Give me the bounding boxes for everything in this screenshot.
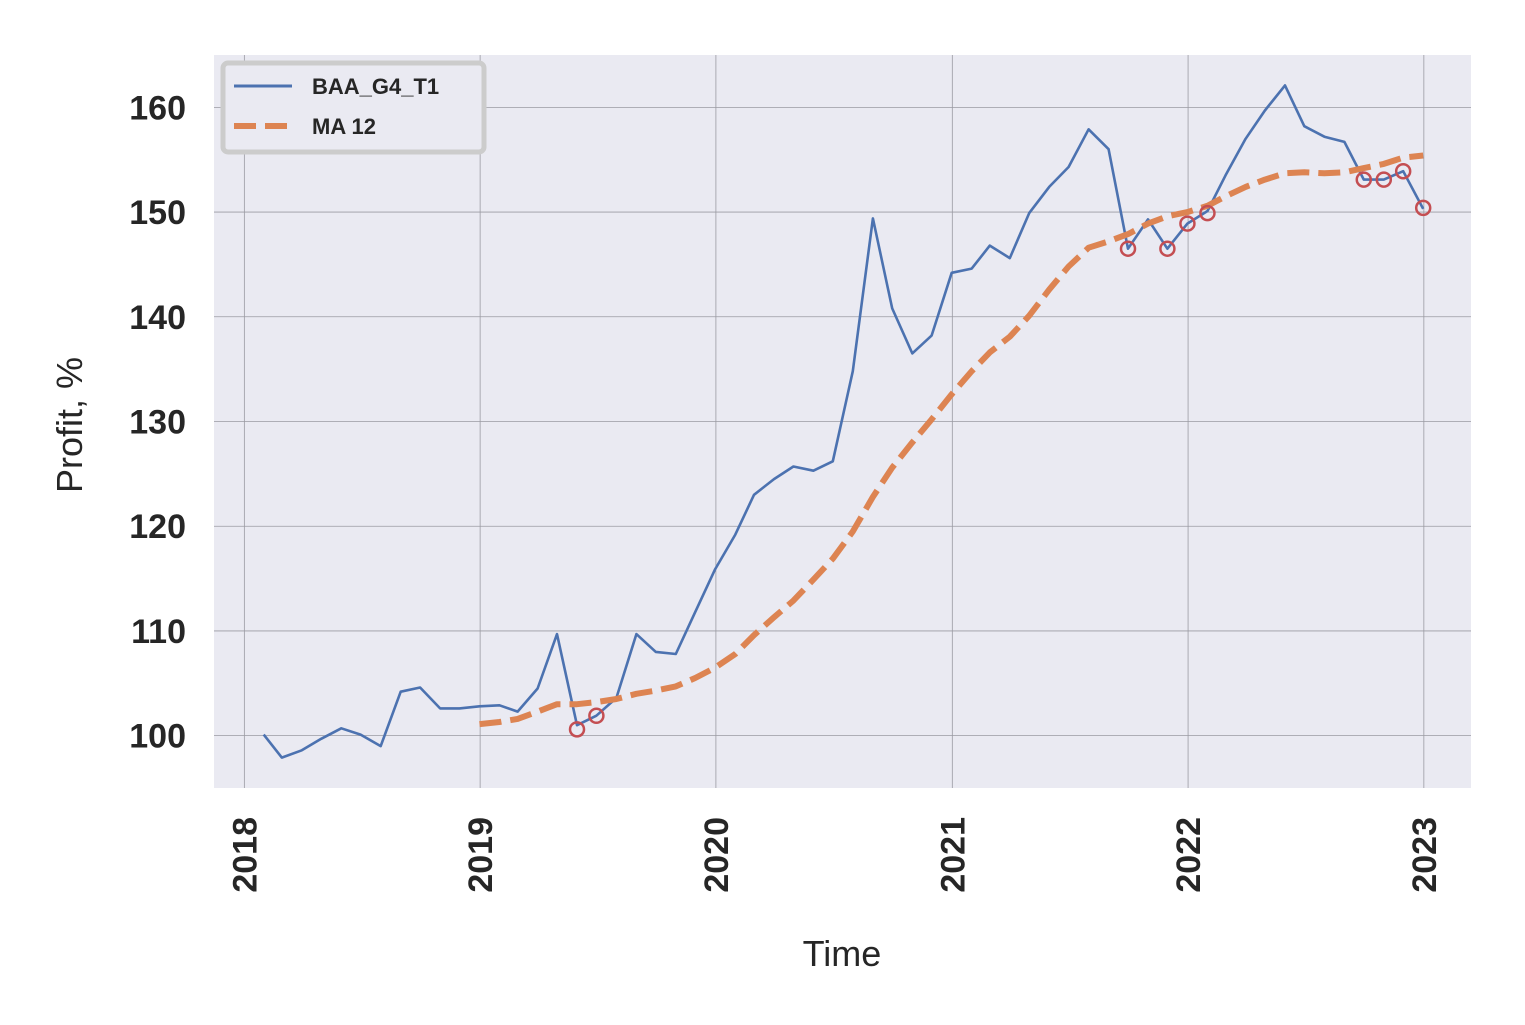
x-axis-label: Time [803,933,882,974]
x-tick-label-0: 2018 [226,817,264,893]
marker-point-9 [1414,199,1432,217]
marker-point-0 [568,721,586,738]
x-tick-labels: 2018 2019 2020 2021 2022 2023 [226,817,1443,893]
marker-point-2 [1119,240,1137,257]
legend-label-baa-g4-t1: BAA_G4_T1 [312,74,439,99]
legend: BAA_G4_T1 MA 12 [220,60,487,155]
x-tick-label-2: 2020 [698,817,736,893]
y-tick-label-4: 140 [129,299,186,337]
y-axis-label: Profit, % [49,357,90,493]
marker-point-8 [1394,162,1412,180]
series-layer [262,84,1425,759]
marker-point-1 [588,707,605,724]
x-tick-label-5: 2023 [1406,817,1444,893]
marker-point-5 [1199,204,1216,222]
series-line-baa-g4-t1 [262,84,1425,759]
y-tick-label-3: 130 [129,404,186,442]
y-tick-label-6: 160 [129,89,186,127]
y-tick-label-0: 100 [129,718,186,756]
y-tick-labels: 100 110 120 130 140 150 160 [129,89,186,755]
x-tick-label-4: 2022 [1170,817,1208,893]
x-tick-label-3: 2021 [934,817,972,893]
marker-layer [568,162,1432,738]
grid-lines [214,55,1471,788]
x-tick-label-1: 2019 [462,817,500,893]
marker-point-7 [1375,171,1393,188]
y-tick-label-5: 150 [129,194,186,232]
marker-point-4 [1179,215,1196,232]
series-line-ma-12 [479,152,1424,728]
y-tick-label-1: 110 [131,613,186,651]
y-tick-label-2: 120 [129,508,186,546]
legend-label-ma-12: MA 12 [312,114,376,139]
marker-point-3 [1159,240,1176,257]
marker-point-6 [1355,171,1373,188]
